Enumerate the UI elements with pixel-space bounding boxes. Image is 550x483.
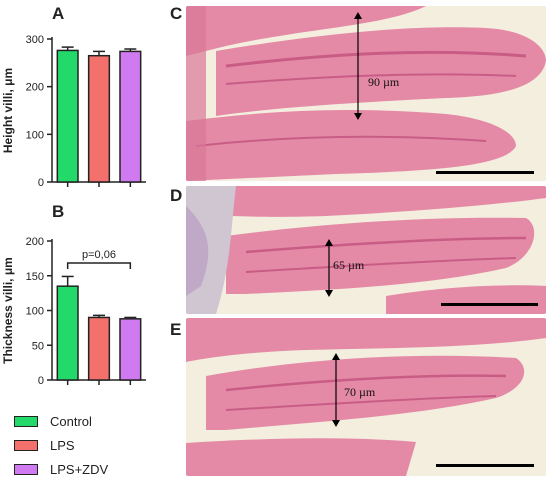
- legend: Control LPS LPS+ZDV: [14, 410, 108, 482]
- measure-label-e: 70 µm: [344, 385, 376, 399]
- chart-thickness-villi: Thickness villi, μm 0 50 100 150 200 p=0,06: [1, 236, 146, 387]
- panel-letter-b: B: [52, 202, 65, 221]
- y-tick-label: 200: [26, 82, 44, 94]
- bar-lps: [87, 316, 111, 381]
- legend-label-lps-zdv: LPS+ZDV: [50, 461, 109, 477]
- micrograph-d: 65 µm: [186, 186, 546, 314]
- panel-letter-c: C: [170, 4, 183, 23]
- y-tick-label: 100: [26, 129, 44, 141]
- y-axis-label: Height villi, μm: [1, 68, 15, 153]
- bar-lps: [87, 54, 111, 183]
- bar-lps-zdv: [119, 50, 142, 183]
- bar-control: [56, 285, 79, 381]
- micrograph-e-image: [186, 318, 546, 476]
- y-tick-label: 50: [32, 340, 44, 352]
- micrograph-e: 70 µm: [186, 318, 546, 476]
- legend-swatch-lps: [14, 439, 38, 451]
- legend-label-control: Control: [50, 413, 92, 429]
- legend-item-lps-zdv: LPS+ZDV: [14, 458, 108, 480]
- panel-letter-e: E: [170, 320, 182, 339]
- y-tick-label: 300: [26, 34, 44, 46]
- panel-letter-d: D: [170, 186, 183, 205]
- p-value-annotation: p=0,06: [82, 249, 116, 261]
- legend-item-lps: LPS: [14, 434, 108, 456]
- y-tick-label: 0: [38, 177, 44, 189]
- micrograph-c: 90 µm: [186, 6, 546, 181]
- micrograph-d-image: [186, 186, 546, 314]
- legend-swatch-control: [14, 415, 38, 427]
- y-axis-label: Thickness villi, μm: [1, 257, 15, 364]
- chart-height-villi: Height villi, μm 0 100 200 300: [1, 34, 146, 189]
- significance-bracket: [66, 262, 132, 269]
- measure-label-d: 65 µm: [333, 258, 365, 272]
- legend-label-lps: LPS: [50, 437, 75, 453]
- measure-label-c: 90 µm: [368, 75, 400, 89]
- panel-letter-a: A: [52, 4, 65, 23]
- bar-lps-zdv: [119, 318, 142, 381]
- micrograph-c-image: [186, 6, 546, 181]
- bar-control: [56, 49, 79, 183]
- y-tick-label: 200: [26, 236, 44, 248]
- legend-item-control: Control: [14, 410, 108, 432]
- y-tick-label: 150: [26, 271, 44, 283]
- y-tick-label: 0: [38, 375, 44, 387]
- legend-swatch-lps-zdv: [14, 463, 38, 475]
- y-tick-label: 100: [26, 306, 44, 318]
